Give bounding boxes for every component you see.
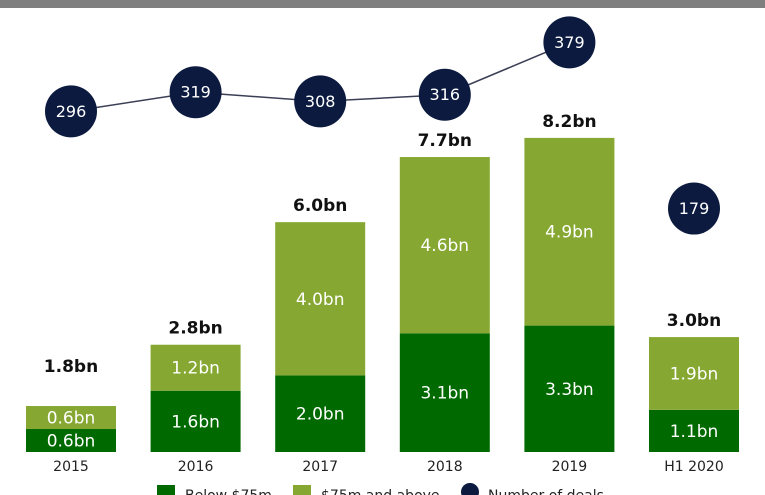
total-label: 7.7bn <box>418 131 472 151</box>
bar-segment <box>26 429 116 452</box>
deals-marker <box>668 182 720 235</box>
bar-value-label: 3.3bn <box>545 380 594 400</box>
bar-value-label: 2.0bn <box>296 405 345 425</box>
bar-value-label: 3.1bn <box>420 384 469 404</box>
top-banner <box>0 0 765 8</box>
bar-value-label: 1.2bn <box>171 359 220 379</box>
bar-segment <box>649 409 739 452</box>
bar-segment <box>524 325 615 452</box>
bar-value-label: 4.9bn <box>545 223 594 243</box>
bar-segment <box>275 222 366 376</box>
bar-segment <box>524 137 615 326</box>
deals-label: 379 <box>554 33 585 52</box>
bar-value-label: 0.6bn <box>47 409 96 429</box>
x-tick-label: H1 2020 <box>664 459 724 475</box>
deals-marker <box>418 68 471 121</box>
bar-segment <box>150 344 241 391</box>
total-label: 1.8bn <box>44 357 98 377</box>
bar-segment <box>150 390 241 452</box>
legend-swatch <box>157 485 175 495</box>
bar-value-label: 1.6bn <box>171 412 220 432</box>
bar-segment <box>26 406 116 430</box>
legend-label: Number of deals <box>488 488 604 495</box>
legend-label: $75m and above <box>321 488 440 495</box>
bar-segment <box>399 157 490 334</box>
deals-label: 308 <box>305 92 336 111</box>
total-label: 2.8bn <box>168 319 222 339</box>
deals-label: 319 <box>180 83 211 102</box>
deals-label: 316 <box>430 85 461 104</box>
bar-value-label: 0.6bn <box>47 432 96 452</box>
deals-marker <box>294 75 347 128</box>
x-tick-label: 2019 <box>552 459 588 475</box>
total-label: 8.2bn <box>542 112 596 132</box>
x-tick-label: 2016 <box>178 459 214 475</box>
legend-label: Below $75m <box>185 488 272 495</box>
bar-value-label: 4.0bn <box>296 290 345 310</box>
x-tick-label: 2017 <box>302 459 338 475</box>
bar-segment <box>275 375 366 452</box>
x-tick-label: 2018 <box>427 459 463 475</box>
x-tick-label: 2015 <box>53 459 89 475</box>
deals-marker <box>169 66 222 119</box>
bar-value-label: 1.9bn <box>670 364 719 384</box>
legend-swatch <box>461 483 479 495</box>
bar-segment <box>649 337 739 410</box>
legend-swatch <box>293 485 311 495</box>
total-label: 3.0bn <box>667 311 721 331</box>
bar-segment <box>399 333 490 452</box>
total-label: 6.0bn <box>293 196 347 216</box>
bar-value-label: 4.6bn <box>420 236 469 256</box>
bar-value-label: 1.1bn <box>670 422 719 442</box>
deals-label: 179 <box>679 199 710 218</box>
deals-marker <box>45 85 97 138</box>
deals-marker <box>543 16 596 69</box>
deals-label: 296 <box>56 102 87 121</box>
